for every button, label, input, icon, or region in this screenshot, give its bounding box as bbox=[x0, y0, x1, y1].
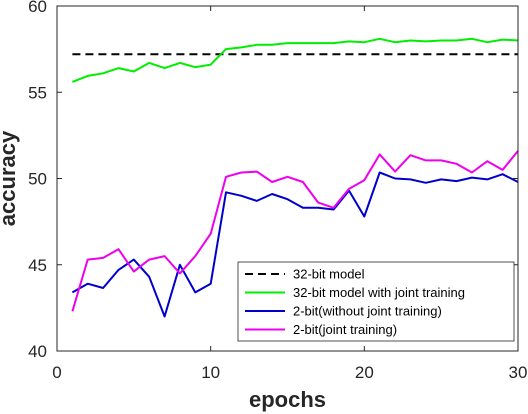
x-axis-label: epochs bbox=[249, 387, 326, 412]
legend-items: 32-bit model 32-bit model with joint trai… bbox=[245, 267, 465, 337]
legend-box bbox=[237, 261, 515, 342]
legend-label-3: 2-bit(joint training) bbox=[293, 322, 397, 337]
legend-label-1: 32-bit model with joint training bbox=[293, 285, 465, 300]
legend-label-2: 2-bit(without joint training) bbox=[293, 304, 442, 319]
x-tick-label: 10 bbox=[201, 363, 220, 382]
y-tick-label: 55 bbox=[28, 83, 47, 102]
y-tick-label: 45 bbox=[28, 256, 47, 275]
legend: 32-bit model 32-bit model with joint trai… bbox=[237, 261, 515, 342]
y-axis-label: accuracy bbox=[0, 130, 20, 226]
series-line-3 bbox=[71, 150, 519, 312]
series-line-1 bbox=[72, 37, 519, 83]
series-layer bbox=[71, 37, 519, 318]
x-tick-label: 30 bbox=[509, 363, 528, 382]
tick-layer: 0 10 20 30 40 45 50 55 60 bbox=[28, 0, 527, 382]
y-tick-label: 60 bbox=[28, 0, 47, 16]
x-tick-label: 20 bbox=[355, 363, 374, 382]
y-tick-label: 40 bbox=[28, 342, 47, 361]
series-line-2 bbox=[71, 171, 519, 318]
legend-label-0: 32-bit model bbox=[293, 267, 365, 282]
x-tick-label: 0 bbox=[52, 363, 61, 382]
y-tick-label: 50 bbox=[28, 170, 47, 189]
